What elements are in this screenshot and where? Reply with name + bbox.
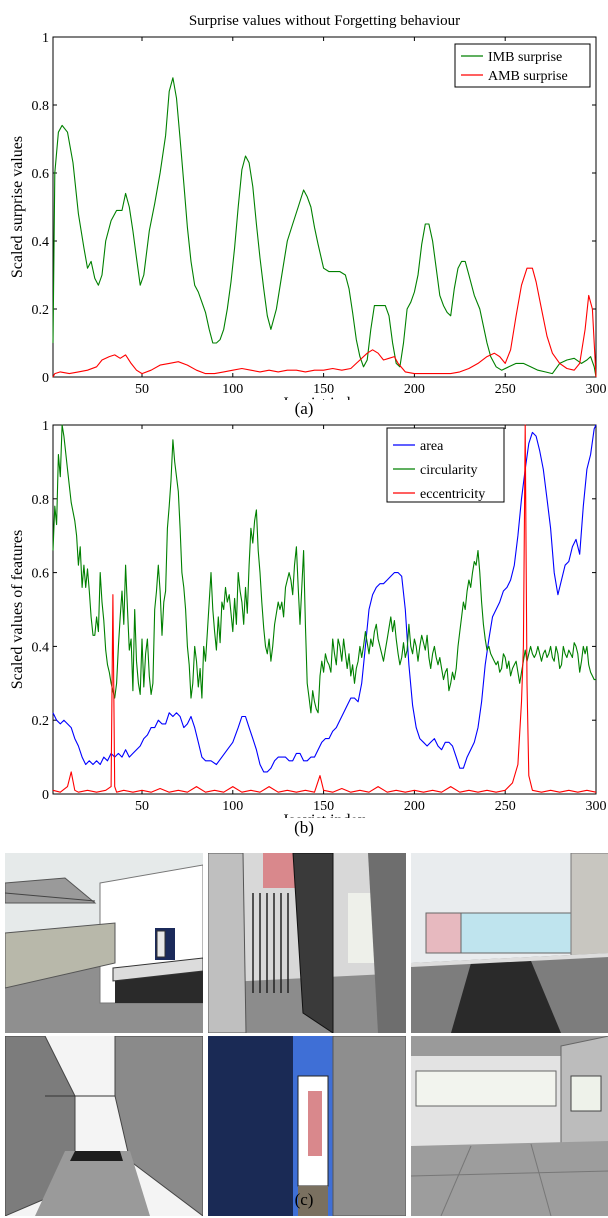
y-tick-label: 0	[42, 371, 49, 386]
legend-label: eccentricity	[420, 487, 485, 502]
x-axis-label: Isovist index	[283, 395, 365, 400]
render-thumbnail-4	[5, 1036, 203, 1216]
render-thumbnail-3	[411, 853, 608, 1033]
x-tick-label: 150	[313, 799, 334, 814]
y-tick-label: 0.8	[32, 99, 50, 114]
y-tick-label: 0.4	[32, 235, 50, 250]
y-axis-label: Scaled surprise values	[9, 136, 26, 278]
plot-frame	[52, 36, 597, 378]
caption-a: (a)	[294, 399, 314, 418]
y-tick-label: 0.6	[32, 567, 50, 582]
y-tick-label: 0.8	[32, 493, 50, 508]
chart-b: 00.20.40.60.8150100150200250300Isovist i…	[9, 419, 607, 818]
caption-b: (b)	[294, 818, 314, 837]
render-thumbnail-2	[208, 853, 406, 1033]
x-tick-label: 100	[222, 799, 243, 814]
render-thumbnail-5	[208, 1036, 406, 1216]
y-tick-label: 0.2	[32, 714, 50, 729]
x-tick-label: 150	[313, 382, 334, 397]
x-tick-label: 200	[404, 382, 425, 397]
caption-c: (c)	[294, 1190, 314, 1209]
x-tick-label: 300	[586, 382, 607, 397]
chart-title: Surprise values without Forgetting behav…	[189, 13, 460, 29]
series-line-amb-surprise	[52, 267, 597, 378]
legend-box	[454, 43, 591, 88]
legend-box	[386, 427, 505, 503]
x-tick-label: 250	[495, 382, 516, 397]
series-line-circularity	[52, 424, 596, 714]
x-tick-label: 50	[135, 799, 149, 814]
render-thumbnail-1	[5, 853, 203, 1033]
y-tick-label: 0	[42, 788, 49, 803]
x-tick-label: 300	[586, 799, 607, 814]
y-axis-label: Scaled values of features	[9, 530, 26, 689]
legend-label: circularity	[420, 463, 478, 478]
y-tick-label: 0.2	[32, 303, 50, 318]
x-axis-label: Isovist index	[283, 812, 365, 818]
series-line-imb-surprise	[52, 77, 597, 378]
plot-frame	[52, 424, 597, 795]
render-thumbnail-6	[411, 1036, 608, 1216]
x-tick-label: 250	[495, 799, 516, 814]
chart-a: Surprise values without Forgetting behav…	[9, 13, 607, 400]
y-tick-label: 0.4	[32, 640, 50, 655]
y-tick-label: 0.6	[32, 167, 50, 182]
x-tick-label: 200	[404, 799, 425, 814]
y-tick-label: 1	[42, 31, 49, 46]
series-line-area	[52, 424, 597, 773]
series-line-eccentricity	[52, 424, 597, 793]
x-tick-label: 100	[222, 382, 243, 397]
legend-label: area	[420, 439, 444, 454]
legend-label: IMB surprise	[488, 50, 562, 65]
y-tick-label: 1	[42, 419, 49, 434]
x-tick-label: 50	[135, 382, 149, 397]
legend-label: AMB surprise	[488, 69, 568, 84]
